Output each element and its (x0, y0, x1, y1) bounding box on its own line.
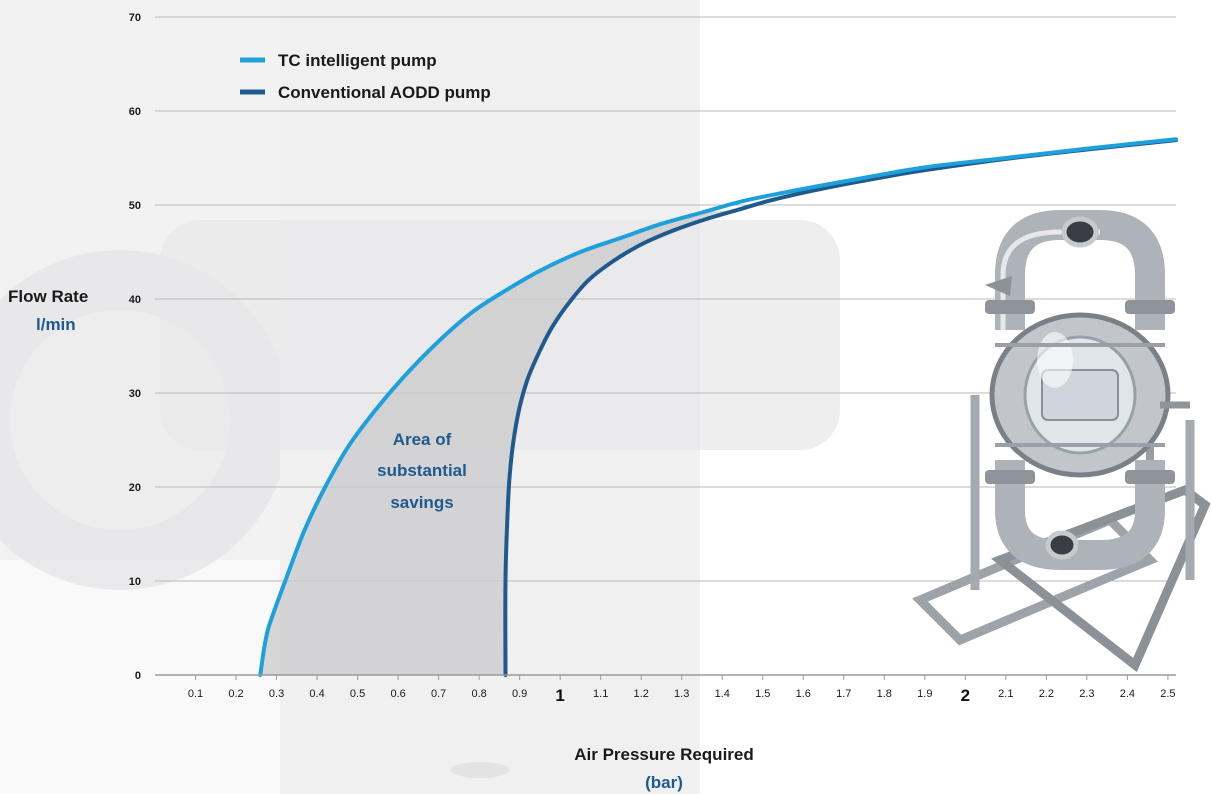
y-tick-0: 0 (135, 670, 141, 682)
y-tick-50: 50 (129, 200, 141, 212)
pump-bottom-manifold (995, 460, 1165, 570)
x-tick-0.3: 0.3 (269, 688, 284, 700)
series-lines (258, 137, 1178, 677)
x-tick-labels: 0.1 0.2 0.3 0.4 0.5 0.6 0.7 0.8 0.9 1 1.1 1.2 1.3 1.4… (188, 675, 1176, 705)
x-tick-0.7: 0.7 (431, 688, 446, 700)
x-tick-1.1: 1.1 (593, 688, 608, 700)
x-axis-unit: (bar) (645, 773, 683, 792)
pump-image (912, 210, 1211, 673)
series-line-tc (258, 137, 1178, 677)
pump-clamp-top-right (1125, 300, 1175, 314)
y-tick-labels: 0 10 20 30 40 50 60 70 (129, 12, 141, 682)
pump-top-manifold-highlight (1000, 229, 1100, 330)
savings-area (260, 209, 739, 675)
y-axis-label: Flow Rate (8, 287, 88, 306)
series-line-conventional (503, 138, 1178, 677)
y-axis-unit: l/min (36, 315, 76, 334)
x-tick-0.6: 0.6 (390, 688, 405, 700)
legend: TC intelligent pump Conventional AODD pu… (240, 51, 491, 102)
x-tick-2.3: 2.3 (1079, 688, 1094, 700)
pump-clamp-bottom-left (985, 470, 1035, 484)
pump-stand-base-front (990, 484, 1211, 673)
annotation-line-1: Area of (393, 430, 452, 449)
x-tick-1.2: 1.2 (634, 688, 649, 700)
pump-inlet (1045, 530, 1079, 560)
x-tick-1: 1 (555, 686, 564, 705)
y-tick-30: 30 (129, 388, 141, 400)
y-tick-40: 40 (129, 294, 141, 306)
pump-clamp-top-left (985, 300, 1035, 314)
y-tick-70: 70 (129, 12, 141, 24)
x-tick-1.3: 1.3 (674, 688, 689, 700)
legend-label-tc: TC intelligent pump (278, 51, 437, 70)
x-tick-0.5: 0.5 (350, 688, 365, 700)
x-axis-label: Air Pressure Required (574, 745, 754, 764)
pump-wing-nut (985, 276, 1012, 296)
x-tick-0.8: 0.8 (471, 688, 486, 700)
x-tick-2.1: 2.1 (998, 688, 1013, 700)
x-tick-0.1: 0.1 (188, 688, 203, 700)
pump-clamp-bottom-right (1125, 470, 1175, 484)
y-tick-60: 60 (129, 106, 141, 118)
x-tick-1.7: 1.7 (836, 688, 851, 700)
x-tick-0.9: 0.9 (512, 688, 527, 700)
bg-shadow (450, 762, 510, 778)
y-tick-10: 10 (129, 576, 141, 588)
x-tick-1.9: 1.9 (917, 688, 932, 700)
x-tick-0.2: 0.2 (228, 688, 243, 700)
x-tick-2: 2 (961, 686, 970, 705)
annotation-line-3: savings (390, 493, 453, 512)
x-tick-2.4: 2.4 (1120, 688, 1135, 700)
x-tick-1.4: 1.4 (715, 688, 730, 700)
legend-label-conventional: Conventional AODD pump (278, 83, 491, 102)
savings-annotation: Area of substantial savings (377, 430, 467, 512)
x-tick-2.2: 2.2 (1039, 688, 1054, 700)
y-tick-20: 20 (129, 482, 141, 494)
x-tick-1.8: 1.8 (877, 688, 892, 700)
pump-outlet (1061, 216, 1099, 248)
x-tick-1.6: 1.6 (796, 688, 811, 700)
annotation-line-2: substantial (377, 461, 467, 480)
x-tick-2.5: 2.5 (1160, 688, 1175, 700)
x-tick-1.5: 1.5 (755, 688, 770, 700)
x-tick-0.4: 0.4 (309, 688, 324, 700)
pump-body-highlight (1037, 332, 1073, 388)
